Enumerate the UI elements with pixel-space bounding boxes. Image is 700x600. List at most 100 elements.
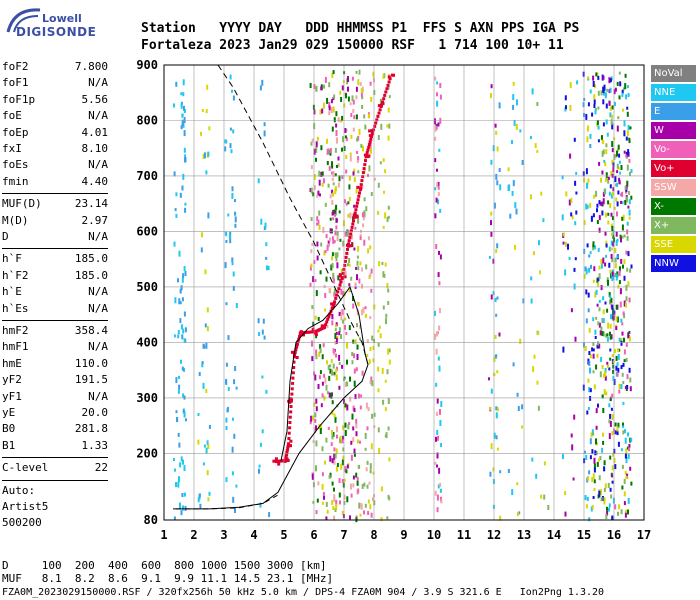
echo-point bbox=[490, 294, 493, 300]
echo-point bbox=[435, 436, 437, 442]
param-row: yF2 191.5 bbox=[2, 373, 108, 389]
echo-point bbox=[507, 167, 510, 172]
echo-point bbox=[355, 266, 358, 270]
echo-point bbox=[319, 193, 321, 197]
echo-point bbox=[616, 431, 619, 436]
echo-point bbox=[335, 337, 338, 344]
echo-point bbox=[353, 247, 356, 251]
echo-point bbox=[333, 117, 336, 123]
echo-point bbox=[617, 511, 619, 516]
echo-point bbox=[610, 407, 613, 411]
echo-point bbox=[354, 226, 357, 230]
echo-point bbox=[315, 440, 318, 447]
o-trace-point bbox=[299, 331, 302, 335]
echo-point bbox=[232, 129, 235, 134]
echo-point bbox=[355, 188, 358, 194]
echo-point bbox=[355, 472, 358, 478]
param-name: foEp bbox=[2, 125, 29, 139]
echo-point bbox=[355, 431, 358, 437]
echo-point bbox=[592, 342, 595, 346]
echo-point bbox=[344, 422, 347, 428]
echo-point bbox=[372, 346, 375, 350]
echo-point bbox=[609, 78, 612, 83]
echo-point bbox=[370, 512, 373, 518]
echo-point bbox=[338, 492, 341, 498]
legend-item-vo: Vo+ bbox=[651, 160, 696, 177]
echo-point bbox=[344, 231, 347, 237]
echo-point bbox=[535, 473, 538, 479]
o-trace-point bbox=[334, 296, 338, 300]
echo-point bbox=[382, 305, 385, 310]
echo-point bbox=[349, 212, 352, 219]
echo-point bbox=[611, 465, 614, 471]
echo-point bbox=[596, 72, 599, 77]
echo-point bbox=[602, 149, 605, 155]
echo-point bbox=[606, 361, 609, 365]
echo-point bbox=[605, 333, 608, 338]
echo-point bbox=[224, 262, 227, 269]
echo-point bbox=[600, 356, 603, 362]
o-trace-point bbox=[295, 345, 299, 349]
echo-point bbox=[328, 474, 331, 479]
echo-point bbox=[337, 275, 340, 281]
o-trace-point bbox=[343, 275, 347, 279]
echo-point bbox=[206, 470, 209, 476]
echo-point bbox=[611, 393, 614, 398]
o-trace-point bbox=[287, 442, 290, 446]
echo-point bbox=[530, 136, 532, 140]
echo-point bbox=[351, 242, 354, 248]
echo-point bbox=[618, 280, 621, 285]
echo-point bbox=[377, 388, 380, 393]
logo-lowell: Lowell bbox=[42, 12, 82, 25]
echo-point bbox=[265, 389, 268, 394]
echo-point bbox=[338, 327, 341, 333]
echo-point bbox=[323, 495, 325, 500]
echo-point bbox=[342, 425, 345, 431]
o-trace-point bbox=[385, 87, 389, 91]
echo-point bbox=[346, 381, 349, 387]
echo-point bbox=[344, 403, 347, 408]
echo-point bbox=[334, 255, 337, 259]
o-trace-point bbox=[292, 360, 296, 364]
echo-point bbox=[207, 497, 210, 502]
echo-point bbox=[329, 364, 332, 368]
echo-point bbox=[359, 236, 362, 241]
echo-point bbox=[350, 134, 353, 139]
echo-point bbox=[356, 260, 359, 266]
echo-point bbox=[181, 334, 184, 340]
echo-point bbox=[573, 137, 576, 142]
echo-point bbox=[340, 288, 343, 295]
echo-point bbox=[364, 432, 367, 439]
echo-point bbox=[206, 326, 209, 332]
echo-point bbox=[573, 283, 576, 290]
echo-point bbox=[320, 403, 323, 408]
echo-point bbox=[352, 127, 355, 132]
echo-point bbox=[530, 298, 533, 304]
echo-point bbox=[384, 212, 387, 219]
o-trace-point bbox=[350, 225, 354, 229]
echo-point bbox=[614, 349, 617, 353]
o-trace-point bbox=[370, 129, 374, 133]
echo-point bbox=[352, 437, 355, 443]
echo-point bbox=[361, 212, 364, 218]
o-trace-point bbox=[274, 457, 278, 461]
echo-point bbox=[362, 223, 365, 228]
param-name: hmF1 bbox=[2, 340, 29, 354]
param-name: foF1p bbox=[2, 92, 36, 106]
echo-point bbox=[355, 367, 358, 372]
param-value: N/A bbox=[88, 301, 108, 315]
param-value: 4.40 bbox=[81, 174, 109, 188]
echo-point bbox=[592, 432, 595, 436]
echo-point bbox=[359, 405, 362, 410]
echo-point bbox=[611, 431, 614, 436]
echo-point bbox=[583, 450, 586, 454]
echo-point bbox=[337, 117, 340, 123]
echo-point bbox=[325, 276, 328, 282]
echo-point bbox=[350, 276, 353, 281]
echo-point bbox=[611, 216, 614, 221]
echo-point bbox=[603, 487, 606, 492]
echo-point bbox=[617, 148, 620, 152]
echo-point bbox=[622, 108, 624, 112]
echo-point bbox=[331, 400, 334, 405]
echo-point bbox=[434, 76, 437, 81]
